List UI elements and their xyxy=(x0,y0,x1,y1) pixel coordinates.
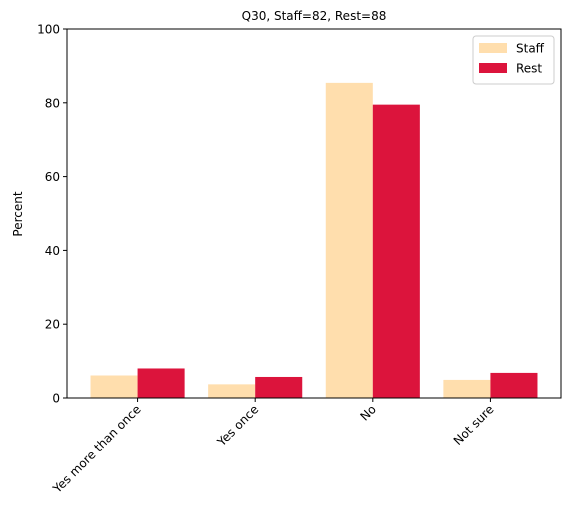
bar-staff-1 xyxy=(208,384,256,398)
bar-rest-1 xyxy=(255,376,303,398)
y-axis-ticks: 0 20 40 60 80 100 xyxy=(37,23,67,406)
y-axis-label: Percent xyxy=(11,191,25,236)
y-tick-label: 100 xyxy=(37,23,60,37)
plot-frame xyxy=(66,28,562,399)
legend-swatch-rest xyxy=(479,63,507,73)
bar-rest-2 xyxy=(372,104,420,399)
y-tick-label: 60 xyxy=(45,170,60,184)
x-tick-label: Not sure xyxy=(451,402,497,448)
legend-label-rest: Rest xyxy=(516,62,542,76)
legend-swatch-staff xyxy=(479,43,507,53)
y-tick-label: 20 xyxy=(45,318,60,332)
bar-staff-2 xyxy=(325,82,373,399)
x-tick-label: Yes once xyxy=(214,402,261,449)
legend-label-staff: Staff xyxy=(516,42,545,56)
bars-group xyxy=(90,82,538,399)
bar-rest-3 xyxy=(490,372,538,398)
x-axis-ticks: Yes more than once Yes once No Not sure xyxy=(50,398,497,496)
y-tick-label: 80 xyxy=(45,96,60,110)
x-tick-label: Yes more than once xyxy=(50,402,144,496)
bar-staff-0 xyxy=(90,375,138,398)
y-tick-label: 40 xyxy=(45,244,60,258)
bar-rest-0 xyxy=(137,368,185,398)
legend: Staff Rest xyxy=(472,35,555,85)
x-tick-label: No xyxy=(357,402,378,423)
bar-staff-3 xyxy=(443,379,491,398)
chart-title: Q30, Staff=82, Rest=88 xyxy=(242,9,387,23)
y-tick-label: 0 xyxy=(52,392,60,406)
